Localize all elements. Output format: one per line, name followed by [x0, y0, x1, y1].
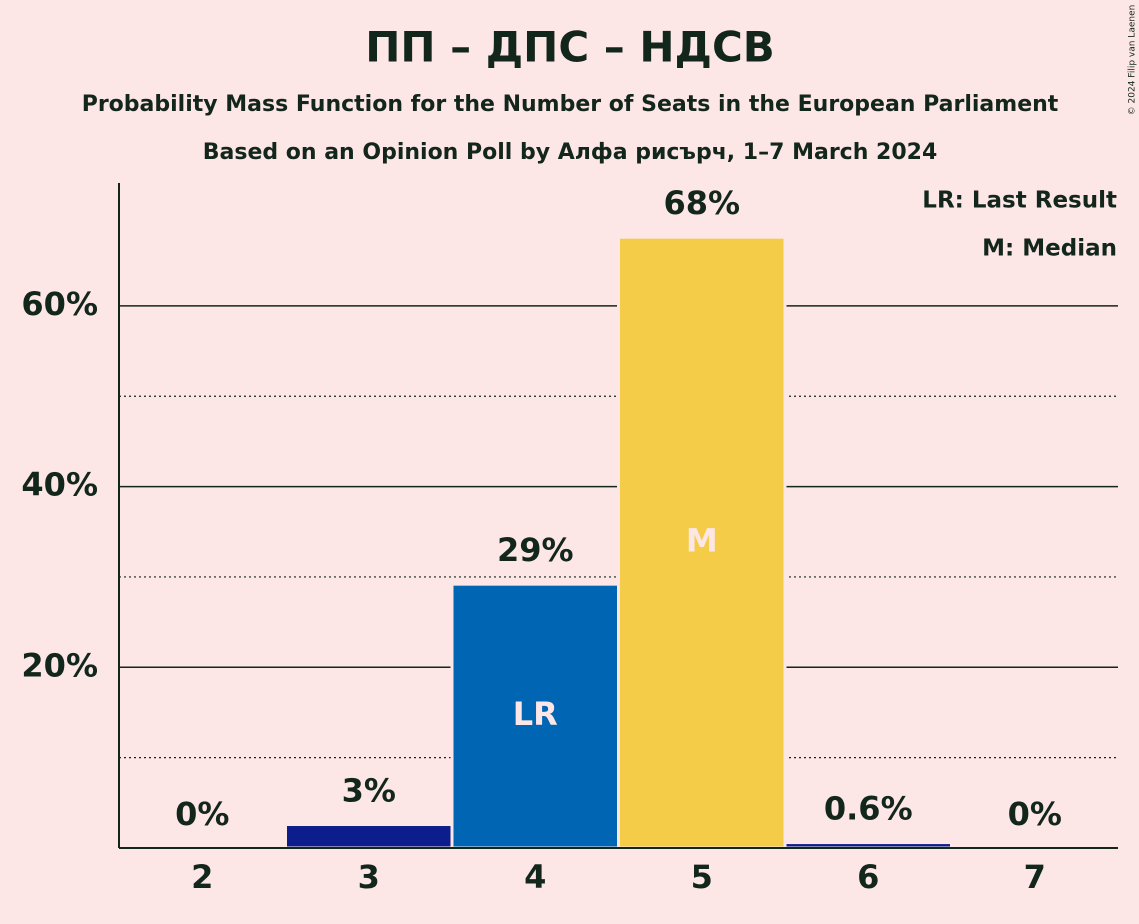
legend-entry: LR: Last Result	[922, 188, 1117, 214]
copyright: © 2024 Filip van Laenen	[1128, 5, 1138, 116]
value-label: 3%	[342, 772, 396, 810]
value-label: 0.6%	[824, 790, 913, 828]
y-tick-label: 60%	[21, 285, 98, 323]
y-tick-label: 40%	[21, 466, 98, 504]
value-label: 0%	[175, 795, 229, 833]
x-tick-label: 3	[358, 858, 380, 896]
x-tick-label: 5	[691, 858, 713, 896]
value-label: 29%	[497, 531, 574, 569]
legend-entry: M: Median	[982, 236, 1117, 262]
x-tick-label: 4	[524, 858, 546, 896]
bar-annotation: M	[686, 522, 718, 560]
x-tick-label: 6	[857, 858, 879, 896]
bar	[617, 235, 787, 850]
chart-subtitle: Based on an Opinion Poll by Алфа рисърч,…	[203, 140, 938, 165]
value-label: 0%	[1008, 795, 1062, 833]
chart-subtitle: Probability Mass Function for the Number…	[82, 92, 1059, 117]
bar-annotation: LR	[513, 695, 558, 733]
y-tick-label: 20%	[21, 646, 98, 684]
value-label: 68%	[663, 184, 740, 222]
chart-title: ПП – ДПС – НДСВ	[365, 23, 775, 72]
x-tick-label: 7	[1024, 858, 1046, 896]
x-tick-label: 2	[191, 858, 213, 896]
bar	[284, 823, 454, 850]
